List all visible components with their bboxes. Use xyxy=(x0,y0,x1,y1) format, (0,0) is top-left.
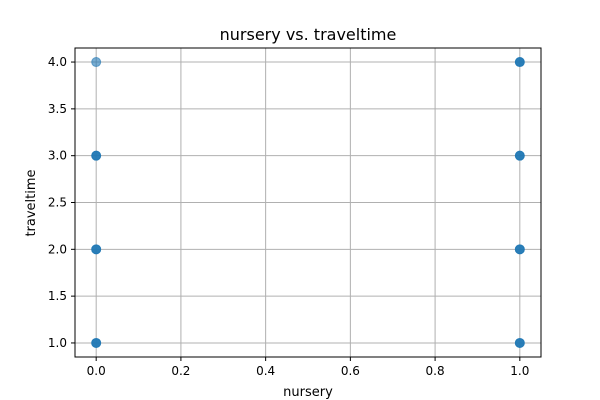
points-layer xyxy=(91,57,525,348)
x-tick-label: 1.0 xyxy=(510,364,529,378)
x-tick-label: 0.8 xyxy=(426,364,445,378)
y-tick-label: 1.0 xyxy=(48,336,67,350)
y-axis-label: traveltime xyxy=(24,169,39,236)
x-tick-label: 0.4 xyxy=(256,364,275,378)
x-tick-label: 0.6 xyxy=(341,364,360,378)
data-point xyxy=(91,150,102,161)
data-point xyxy=(91,57,102,68)
x-tick-label: 0.2 xyxy=(171,364,190,378)
data-point xyxy=(514,337,525,348)
ticks-layer: 0.0 0.2 0.4 0.6 0.8 1.0 1.0 1.5 2.0 2.5 3.0 3.5 4.0 xyxy=(48,55,529,378)
y-tick-label: 2.0 xyxy=(48,242,67,256)
x-axis-label: nursery xyxy=(283,385,333,400)
x-tick-label: 0.0 xyxy=(87,364,106,378)
plot-frame xyxy=(74,47,542,358)
data-point xyxy=(91,337,102,348)
y-tick-label: 1.5 xyxy=(48,289,67,303)
data-point xyxy=(514,150,525,161)
data-point xyxy=(91,244,102,255)
data-point xyxy=(514,57,525,68)
y-tick-label: 4.0 xyxy=(48,55,67,69)
y-tick-label: 2.5 xyxy=(48,196,67,210)
y-tick-label: 3.5 xyxy=(48,102,67,116)
chart-title: nursery vs. traveltime xyxy=(220,25,397,44)
grid-layer xyxy=(75,48,541,357)
y-tick-label: 3.0 xyxy=(48,149,67,163)
data-point xyxy=(514,244,525,255)
